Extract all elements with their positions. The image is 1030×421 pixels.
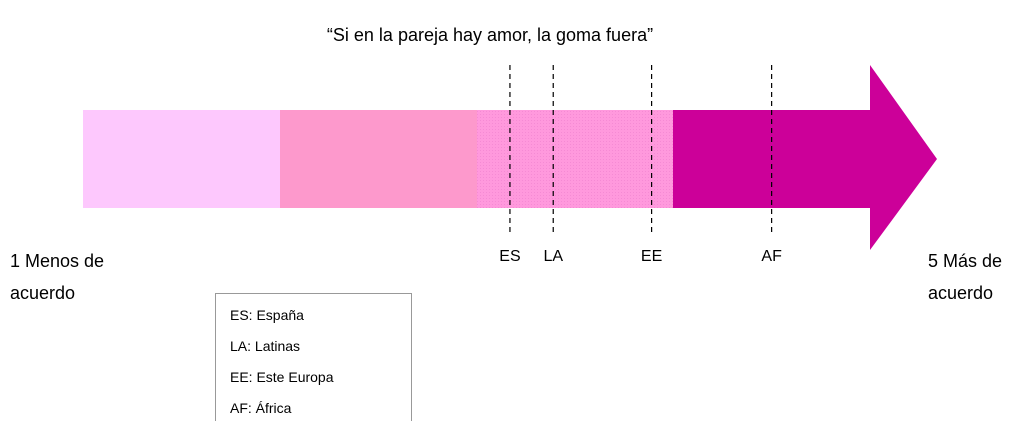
title: “Si en la pareja hay amor, la goma fuera… [327,25,653,45]
segment [83,110,280,208]
legend: ES: España LA: Latinas EE: Este Europa AF: … [215,293,412,421]
arrow-segment [673,65,937,250]
legend-entry: AF: África [230,400,292,416]
legend-entry: EE: Este Europa [230,369,334,385]
segment [477,110,673,208]
legend-entry: LA: Latinas [230,338,301,354]
max-label: 5 Más de acuerdo [928,251,1003,303]
min-label: 1 Menos de acuerdo [10,251,105,303]
segment [280,110,477,208]
legend-entry: ES: España [230,307,304,323]
marker-label: ES [499,248,520,265]
marker-label: AF [761,248,782,265]
marker-label: EE [641,248,662,265]
marker-label: LA [543,248,563,265]
